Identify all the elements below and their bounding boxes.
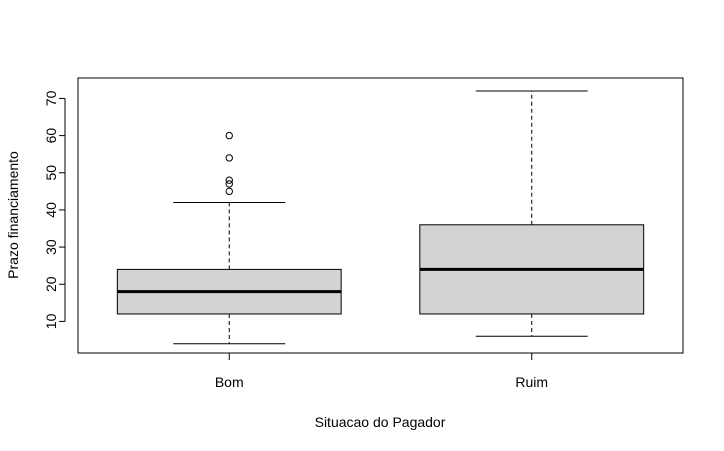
outlier-point	[225, 180, 233, 188]
y-tick-label: 50	[43, 165, 59, 181]
y-tick-label: 30	[43, 239, 59, 255]
outlier-point	[225, 176, 233, 184]
x-tick-label: Ruim	[515, 374, 548, 390]
y-axis-label: Prazo financiamento	[5, 151, 21, 279]
plot-frame	[77, 77, 684, 354]
y-tick-label: 40	[43, 202, 59, 218]
y-tick-label: 10	[43, 313, 59, 329]
y-tick-label: 70	[43, 90, 59, 106]
box-group-bom	[116, 131, 342, 345]
y-tick-label: 60	[43, 128, 59, 144]
x-tick-label: Bom	[215, 374, 244, 390]
box-group-ruim	[419, 90, 645, 337]
x-axis-label: Situacao do Pagador	[315, 414, 446, 430]
outlier-point	[225, 131, 233, 140]
y-tick-label: 20	[43, 276, 59, 292]
outlier-point	[225, 154, 233, 162]
outlier-point	[225, 187, 233, 196]
